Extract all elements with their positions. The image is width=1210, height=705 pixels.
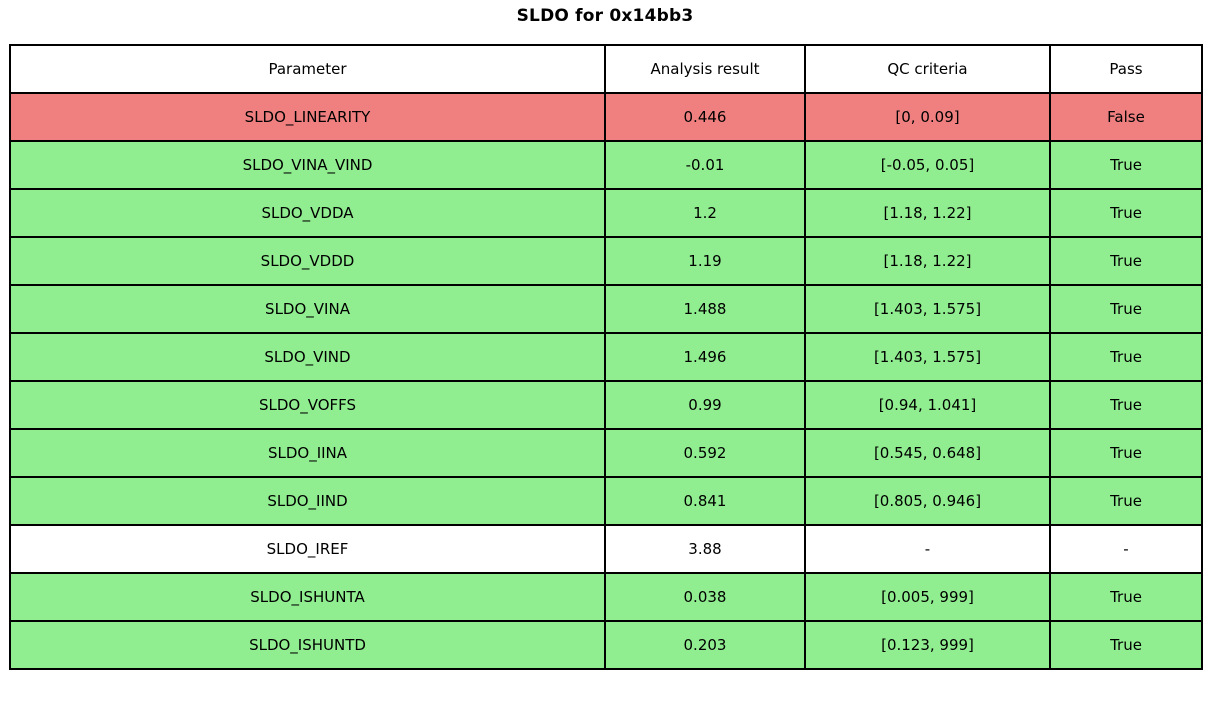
pass-cell: -: [1049, 524, 1203, 574]
table-row: SLDO_LINEARITY 0.446 [0, 0.09] False: [9, 92, 1203, 142]
analysis-result-cell: 0.446: [604, 92, 806, 142]
analysis-result-cell: 0.038: [604, 572, 806, 622]
qc-criteria-cell: [0.123, 999]: [804, 620, 1051, 670]
parameter-cell: SLDO_VIND: [9, 332, 606, 382]
analysis-result-cell: 0.841: [604, 476, 806, 526]
pass-cell: True: [1049, 620, 1203, 670]
col-header-qc-criteria: QC criteria: [804, 44, 1051, 94]
parameter-cell: SLDO_VDDA: [9, 188, 606, 238]
parameter-cell: SLDO_VDDD: [9, 236, 606, 286]
pass-cell: True: [1049, 380, 1203, 430]
col-header-pass: Pass: [1049, 44, 1203, 94]
analysis-result-cell: -0.01: [604, 140, 806, 190]
qc-results-table: Parameter Analysis result QC criteria Pa…: [9, 44, 1203, 670]
table-row: SLDO_IIND 0.841 [0.805, 0.946] True: [9, 476, 1203, 526]
pass-cell: False: [1049, 92, 1203, 142]
table-row: SLDO_VINA 1.488 [1.403, 1.575] True: [9, 284, 1203, 334]
analysis-result-cell: 3.88: [604, 524, 806, 574]
parameter-cell: SLDO_IIND: [9, 476, 606, 526]
parameter-cell: SLDO_IINA: [9, 428, 606, 478]
table-row: SLDO_VDDD 1.19 [1.18, 1.22] True: [9, 236, 1203, 286]
analysis-result-cell: 0.592: [604, 428, 806, 478]
pass-cell: True: [1049, 428, 1203, 478]
analysis-result-cell: 0.99: [604, 380, 806, 430]
qc-criteria-cell: [0.005, 999]: [804, 572, 1051, 622]
qc-criteria-cell: [0.94, 1.041]: [804, 380, 1051, 430]
qc-criteria-cell: -: [804, 524, 1051, 574]
qc-criteria-cell: [1.403, 1.575]: [804, 284, 1051, 334]
table-row: SLDO_VIND 1.496 [1.403, 1.575] True: [9, 332, 1203, 382]
parameter-cell: SLDO_ISHUNTA: [9, 572, 606, 622]
pass-cell: True: [1049, 188, 1203, 238]
parameter-cell: SLDO_IREF: [9, 524, 606, 574]
pass-cell: True: [1049, 572, 1203, 622]
qc-criteria-cell: [0.805, 0.946]: [804, 476, 1051, 526]
page-title: SLDO for 0x14bb3: [516, 6, 694, 26]
table-row: SLDO_VDDA 1.2 [1.18, 1.22] True: [9, 188, 1203, 238]
parameter-cell: SLDO_LINEARITY: [9, 92, 606, 142]
parameter-cell: SLDO_ISHUNTD: [9, 620, 606, 670]
pass-cell: True: [1049, 332, 1203, 382]
table-row: SLDO_ISHUNTD 0.203 [0.123, 999] True: [9, 620, 1203, 670]
pass-cell: True: [1049, 140, 1203, 190]
col-header-parameter: Parameter: [9, 44, 606, 94]
analysis-result-cell: 1.496: [604, 332, 806, 382]
qc-criteria-cell: [1.18, 1.22]: [804, 188, 1051, 238]
pass-cell: True: [1049, 476, 1203, 526]
col-header-analysis-result: Analysis result: [604, 44, 806, 94]
qc-criteria-cell: [0, 0.09]: [804, 92, 1051, 142]
qc-criteria-cell: [1.18, 1.22]: [804, 236, 1051, 286]
table-row: SLDO_VINA_VIND -0.01 [-0.05, 0.05] True: [9, 140, 1203, 190]
qc-criteria-cell: [1.403, 1.575]: [804, 332, 1051, 382]
qc-criteria-cell: [0.545, 0.648]: [804, 428, 1051, 478]
header-row: Parameter Analysis result QC criteria Pa…: [9, 44, 1203, 94]
pass-cell: True: [1049, 236, 1203, 286]
parameter-cell: SLDO_VINA: [9, 284, 606, 334]
table-row: SLDO_IINA 0.592 [0.545, 0.648] True: [9, 428, 1203, 478]
parameter-cell: SLDO_VINA_VIND: [9, 140, 606, 190]
analysis-result-cell: 1.19: [604, 236, 806, 286]
table-row: SLDO_ISHUNTA 0.038 [0.005, 999] True: [9, 572, 1203, 622]
table-row: SLDO_VOFFS 0.99 [0.94, 1.041] True: [9, 380, 1203, 430]
analysis-result-cell: 1.2: [604, 188, 806, 238]
analysis-result-cell: 1.488: [604, 284, 806, 334]
analysis-result-cell: 0.203: [604, 620, 806, 670]
parameter-cell: SLDO_VOFFS: [9, 380, 606, 430]
pass-cell: True: [1049, 284, 1203, 334]
qc-criteria-cell: [-0.05, 0.05]: [804, 140, 1051, 190]
table-row: SLDO_IREF 3.88- -: [9, 524, 1203, 574]
